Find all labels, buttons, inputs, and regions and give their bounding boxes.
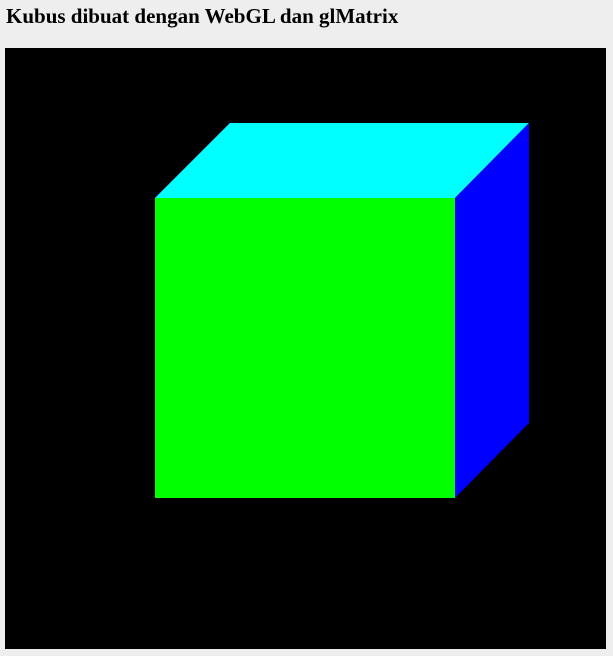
page-title: Kubus dibuat dengan WebGL dan glMatrix: [6, 4, 399, 28]
cube-render: [155, 123, 529, 498]
webgl-canvas[interactable]: [5, 48, 606, 649]
cube-face-front: [155, 198, 455, 498]
cube-face-right: [455, 123, 529, 498]
cube-face-top: [155, 123, 529, 198]
